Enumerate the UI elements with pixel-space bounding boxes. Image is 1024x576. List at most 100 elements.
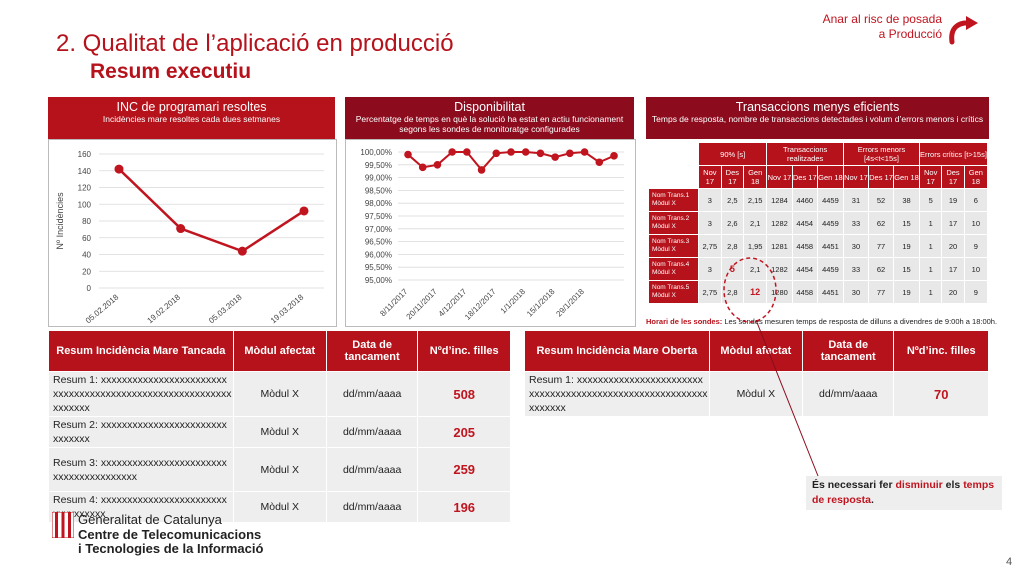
y-tick-label: 98,00% (365, 199, 392, 208)
tx-cell: 1 (918, 234, 943, 258)
tx-cell: 38 (893, 188, 920, 212)
incident-summary: Resum 1: xxxxxxxxxxxxxxxxxxxxxxxxxxxxxxx… (48, 371, 234, 417)
org-name-line-3: i Tecnologies de la Informació (78, 541, 264, 556)
data-point (521, 148, 530, 156)
tx-cell: 52 (867, 188, 895, 212)
incident-summary: Resum 3: xxxxxxxxxxxxxxxxxxxxxxxxxxxxxxx… (48, 447, 234, 492)
y-tick-label: 99,00% (365, 174, 392, 183)
open-table-wrap: Resum Incidència Mare Oberta Mòdul afecta… (524, 330, 989, 417)
y-tick-label: 99,50% (365, 161, 392, 170)
tx-cell: 3 (698, 211, 722, 235)
y-tick-label: 100,00% (360, 148, 392, 157)
tx-month-header: Gen 18 (743, 165, 768, 189)
page-subtitle: Resum executiu (90, 60, 252, 83)
data-point (418, 163, 427, 172)
tx-cell: 20 (941, 234, 965, 258)
x-tick-label: 18/12/2017 (463, 287, 498, 322)
generalitat-logo-icon (52, 512, 74, 538)
column-header: Data de tancament (325, 330, 419, 372)
y-tick-label: 60 (82, 234, 91, 243)
tx-corner-cell (648, 165, 699, 189)
y-tick-label: 20 (82, 267, 91, 276)
disp-panel-subtitle: Percentatge de temps en què la solució h… (355, 114, 624, 134)
column-header: Mòdul afectat (232, 330, 327, 372)
tx-month-header: Nov 17 (918, 165, 943, 189)
column-header: Resum Incidència Mare Oberta (524, 330, 710, 372)
tx-row-name: Nom Trans.1 Mòdul X (648, 188, 699, 212)
column-header: Mòdul afectat (708, 330, 803, 372)
tx-cell: 6 (963, 188, 989, 212)
y-tick-label: 98,50% (365, 186, 392, 195)
tx-row-name: Nom Trans.2 Mòdul X (648, 211, 699, 235)
tx-row: Nom Trans.1 Mòdul X 3 2,5 2,15 1284 4460 4459 3… (648, 188, 989, 212)
y-tick-label: 0 (87, 284, 92, 293)
tx-cell: 1280 (766, 280, 793, 304)
tx-cell: 2,5 (720, 188, 745, 212)
x-tick-label: 19.02.2018 (145, 292, 182, 325)
x-tick-label: 05.02.2018 (84, 292, 121, 325)
data-point (536, 149, 545, 158)
tx-cell: 4459 (816, 211, 844, 235)
incidents-line-chart: 0 20 40 60 80 100 120 140 160 05.02.2018 19.02.201… (55, 150, 324, 325)
disp-panel-header: Disponibilitat Percentatge de temps en q… (345, 97, 634, 139)
tx-row-name: Nom Trans.5 Mòdul X (648, 280, 699, 304)
tx-cell: 1 (918, 280, 943, 304)
callout-highlight-1: disminuir (895, 479, 943, 491)
tx-cell: 1,95 (743, 234, 768, 258)
inc-chart-panel: 0 20 40 60 80 100 120 140 160 05.02.2018 19.02.201… (48, 139, 337, 327)
tx-cell: 12 (743, 280, 768, 304)
data-point (610, 152, 618, 160)
tx-panel-title: Transaccions menys eficients (735, 100, 900, 114)
tx-group-header: Errors crítics [t>15s] (918, 142, 989, 166)
affected-module: Mòdul X (708, 371, 803, 417)
tx-cell: 19 (941, 188, 965, 212)
probe-note-label: Horari de les sondes: (646, 317, 723, 326)
inc-panel-header: INC de programari resoltes Incidències m… (48, 97, 335, 139)
tx-cell: 2,15 (743, 188, 768, 212)
data-point (237, 246, 247, 256)
y-tick-label: 40 (82, 251, 91, 260)
tx-cell: 15 (893, 211, 920, 235)
tx-row-name: Nom Trans.3 Mòdul X (648, 234, 699, 258)
y-tick-label: 96,00% (365, 250, 392, 259)
callout-highlight-2: temps de resposta (812, 479, 995, 506)
tx-row-name: Nom Trans.4 Mòdul X (648, 257, 699, 281)
tx-cell: 4459 (816, 188, 844, 212)
closed-incidents-table: Resum Incidència Mare Tancada Mòdul afect… (48, 330, 511, 523)
tx-cell: 4460 (791, 188, 818, 212)
data-point (477, 166, 486, 174)
x-tick-label: 20/11/2017 (405, 287, 440, 322)
child-incident-count: 196 (417, 491, 511, 523)
disp-chart-panel: 95,00% 95,50% 96,00% 96,50% 97,00% 97,50% 98,0… (345, 139, 636, 327)
affected-module: Mòdul X (232, 447, 327, 492)
data-point (176, 224, 186, 234)
data-point (299, 206, 309, 216)
tx-cell: 3 (698, 257, 722, 281)
tx-month-header: Des 17 (867, 165, 895, 189)
table-row: Resum 2: xxxxxxxxxxxxxxxxxxxxxxxxxxxxxxx… (48, 416, 511, 448)
tx-table-wrap: 90% [s] Transaccions realitzades Errors … (648, 142, 989, 304)
data-point (566, 149, 574, 158)
y-tick-label: 120 (78, 184, 92, 193)
y-tick-label: 160 (78, 150, 92, 159)
tx-cell: 17 (941, 211, 965, 235)
x-tick-label: 05.03.2018 (207, 292, 244, 325)
affected-module: Mòdul X (232, 371, 327, 417)
page-number: 4 (1006, 556, 1013, 568)
tx-month-header: Nov 17 (698, 165, 722, 189)
tx-cell: 19 (893, 280, 920, 304)
tx-cell: 10 (963, 211, 989, 235)
tx-month-header: Gen 18 (893, 165, 920, 189)
data-point (580, 148, 589, 156)
x-tick-label: 15/1/2018 (525, 287, 557, 319)
tx-group-header: 90% [s] (697, 142, 768, 166)
risk-link[interactable]: Anar al risc de posada a Producció (822, 12, 942, 41)
data-point (114, 164, 124, 174)
tx-cell: 4451 (816, 280, 844, 304)
data-point (433, 161, 442, 169)
curved-arrow-icon[interactable] (946, 14, 980, 46)
column-header: Nºd’inc. filles (893, 330, 989, 372)
tx-row: Nom Trans.2 Mòdul X 3 2,6 2,1 1282 4454 4459 33… (648, 211, 989, 235)
tx-cell: 2,1 (743, 211, 768, 235)
tx-cell: 1284 (766, 188, 793, 212)
